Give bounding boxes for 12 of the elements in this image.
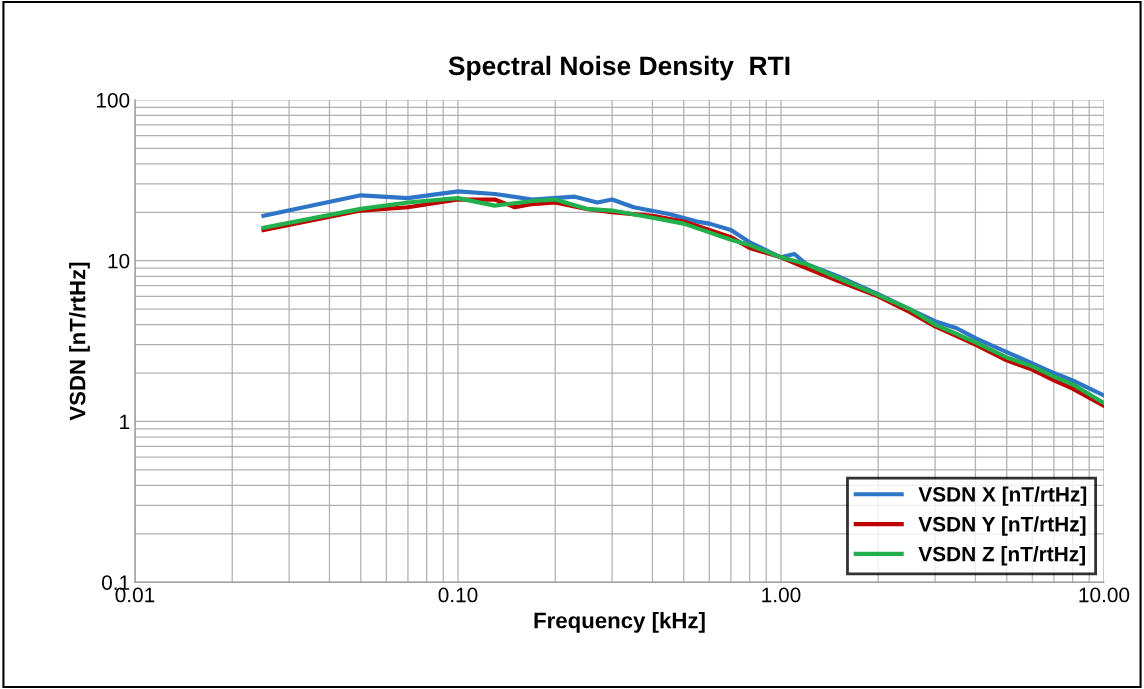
x-tick-label: 1.00 xyxy=(762,587,801,603)
y-tick-label: 10 xyxy=(108,253,130,269)
y-tick-label: 1 xyxy=(120,414,130,429)
legend-label: VSDN Z [nT/rtHz] xyxy=(918,546,1085,566)
x-axis-title: Frequency [kHz] xyxy=(534,612,705,633)
legend-label: VSDN Y [nT/rtHz] xyxy=(918,516,1086,536)
y-tick-label: 100 xyxy=(96,92,130,108)
y-axis-title: VSDN [nT/rtHz] xyxy=(69,262,90,421)
x-tick-label: 10.00 xyxy=(1079,587,1130,603)
legend-label: VSDN X [nT/rtHz] xyxy=(918,486,1087,506)
chart-title: Spectral Noise Density RTI xyxy=(448,55,790,81)
x-tick-label: 0.10 xyxy=(438,587,478,603)
